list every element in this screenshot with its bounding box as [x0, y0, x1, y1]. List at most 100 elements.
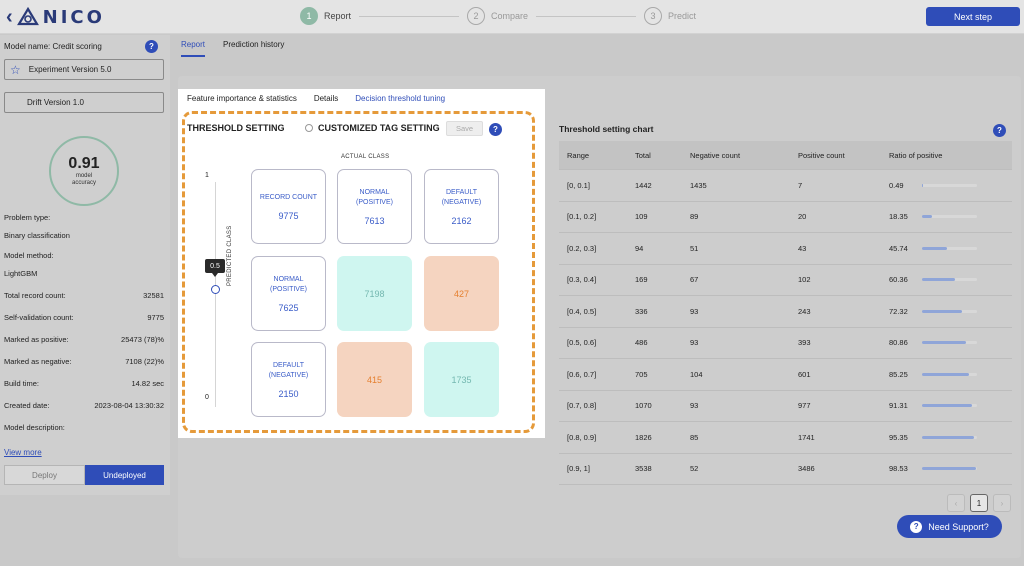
- model-info: Problem type: Binary classification Mode…: [4, 213, 164, 432]
- radio-icon: [305, 124, 313, 132]
- cell-negative-count: 93: [690, 338, 699, 348]
- tab-decision-threshold[interactable]: Decision threshold tuning: [355, 94, 446, 103]
- highlight-box: [182, 111, 535, 433]
- stat-row: Total record count: 32581: [4, 291, 164, 313]
- table-row: [0.9, 1] 3538 52 3486 98.53: [559, 454, 1012, 485]
- undeployed-button[interactable]: Undeployed: [85, 465, 164, 485]
- cell-range: [0.2, 0.3]: [567, 243, 597, 253]
- header-positive-count: Positive count: [798, 150, 845, 160]
- cell-total: 705: [635, 369, 648, 379]
- sub-tabs: Feature importance & statistics Details …: [187, 94, 445, 103]
- tab-report[interactable]: Report: [181, 40, 206, 57]
- chevron-left-icon[interactable]: ‹: [6, 6, 13, 28]
- step-predict[interactable]: 3 Predict: [644, 7, 696, 25]
- next-step-button[interactable]: Next step: [926, 7, 1020, 26]
- stat-value: 2023-08-04 13:30:32: [94, 401, 164, 410]
- table-body: [0, 0.1] 1442 1435 7 0.49 [0.1, 0.2] 109 89 20 18…: [559, 170, 1012, 485]
- help-icon[interactable]: ?: [489, 123, 502, 136]
- ratio-bar-track: [922, 467, 977, 471]
- deploy-button[interactable]: Deploy: [4, 465, 85, 485]
- record-count-cell: RECORD COUNT 9775: [251, 169, 326, 244]
- tab-prediction-history[interactable]: Prediction history: [223, 40, 285, 49]
- save-button[interactable]: Save: [446, 121, 483, 136]
- threshold-slider-track[interactable]: [215, 182, 216, 407]
- cell-range: [0.1, 0.2]: [567, 212, 597, 222]
- cell-positive-count: 393: [798, 338, 811, 348]
- ratio-bar-cell: [922, 309, 982, 313]
- step-number: 1: [300, 7, 318, 25]
- cell-positive-count: 20: [798, 212, 807, 222]
- cell-label: DEFAULT: [273, 361, 304, 369]
- false-positive-cell: 427: [424, 256, 499, 331]
- ratio-bar-cell: [922, 372, 982, 376]
- ratio-bar-track: [922, 372, 977, 376]
- header-negative-count: Negative count: [690, 150, 741, 160]
- customized-tag-checkbox[interactable]: CUSTOMIZED TAG SETTING: [305, 123, 440, 133]
- experiment-label: Experiment Version 5.0: [28, 65, 112, 74]
- table-header: Range Total Negative count Positive coun…: [559, 141, 1012, 170]
- cell-label: NORMAL: [273, 275, 304, 283]
- pagination: ‹ 1 ›: [947, 494, 1011, 512]
- cell-label: NORMAL: [359, 188, 390, 196]
- step-divider: [536, 15, 637, 17]
- table-row: [0.1, 0.2] 109 89 20 18.35: [559, 202, 1012, 233]
- page-1-button[interactable]: 1: [970, 494, 988, 512]
- cell-negative-count: 67: [690, 275, 699, 285]
- step-compare[interactable]: 2 Compare: [467, 7, 528, 25]
- next-page-button[interactable]: ›: [993, 494, 1011, 512]
- need-support-button[interactable]: ? Need Support?: [897, 515, 1002, 538]
- ratio-bar-track: [922, 278, 977, 282]
- accuracy-value: 0.91: [68, 155, 100, 172]
- cell-value: 2150: [278, 388, 299, 399]
- ratio-bar-cell: [922, 215, 982, 219]
- stat-value: 25473 (78)%: [121, 335, 164, 344]
- step-label: Report: [324, 11, 352, 21]
- cell-label: (NEGATIVE): [268, 371, 309, 379]
- drift-version-button[interactable]: Drift Version 1.0: [4, 92, 164, 113]
- cell-range: [0, 0.1]: [567, 180, 590, 190]
- tab-details[interactable]: Details: [313, 94, 339, 103]
- table-row: [0.8, 0.9] 1826 85 1741 95.35: [559, 422, 1012, 454]
- threshold-slider-handle[interactable]: [211, 285, 220, 294]
- cell-label: (POSITIVE): [270, 285, 307, 293]
- cell-label: (POSITIVE): [356, 198, 393, 206]
- ratio-bar-cell: [922, 246, 982, 250]
- cell-range: [0.3, 0.4]: [567, 275, 597, 285]
- prev-page-button[interactable]: ‹: [947, 494, 965, 512]
- ratio-bar-fill: [922, 467, 977, 471]
- help-icon[interactable]: ?: [993, 124, 1006, 137]
- cell-negative-count: 93: [690, 306, 699, 316]
- cell-negative-count: 93: [690, 401, 699, 411]
- customized-tag-label: CUSTOMIZED TAG SETTING: [318, 123, 440, 133]
- stat-label: Build time:: [4, 379, 40, 388]
- cell-ratio: 18.35: [889, 212, 908, 222]
- cell-value: 7198: [364, 288, 385, 299]
- star-icon: ☆: [10, 62, 21, 77]
- cell-negative-count: 104: [690, 369, 703, 379]
- step-divider: [359, 15, 460, 17]
- ratio-bar-track: [922, 435, 977, 439]
- cell-value: 427: [453, 288, 470, 299]
- ratio-bar-fill: [922, 435, 975, 439]
- accuracy-gauge: 0.91 model accuracy: [49, 136, 119, 206]
- step-report[interactable]: 1 Report: [300, 7, 351, 25]
- tab-feature-importance[interactable]: Feature importance & statistics: [187, 94, 297, 103]
- ratio-bar-track: [922, 404, 977, 408]
- actual-class-label: ACTUAL CLASS: [341, 154, 390, 160]
- view-more-link[interactable]: View more: [4, 448, 42, 457]
- false-negative-cell: 415: [337, 342, 412, 417]
- cell-negative-count: 1435: [690, 180, 707, 190]
- help-icon: ?: [910, 520, 923, 533]
- cell-ratio: 80.86: [889, 338, 908, 348]
- cell-positive-count: 243: [798, 306, 811, 316]
- model-method-label: Model method:: [4, 251, 54, 260]
- step-label: Predict: [668, 11, 697, 21]
- cell-ratio: 98.53: [889, 464, 908, 474]
- experiment-selector[interactable]: ☆ Experiment Version 5.0: [4, 59, 164, 80]
- help-icon[interactable]: ?: [145, 40, 158, 53]
- stat-row: Build time: 14.82 sec: [4, 379, 164, 401]
- ratio-bar-fill: [922, 215, 933, 219]
- cell-label: DEFAULT: [446, 188, 477, 196]
- slider-max-label: 1: [205, 172, 209, 179]
- table-row: [0.5, 0.6] 486 93 393 80.86: [559, 328, 1012, 359]
